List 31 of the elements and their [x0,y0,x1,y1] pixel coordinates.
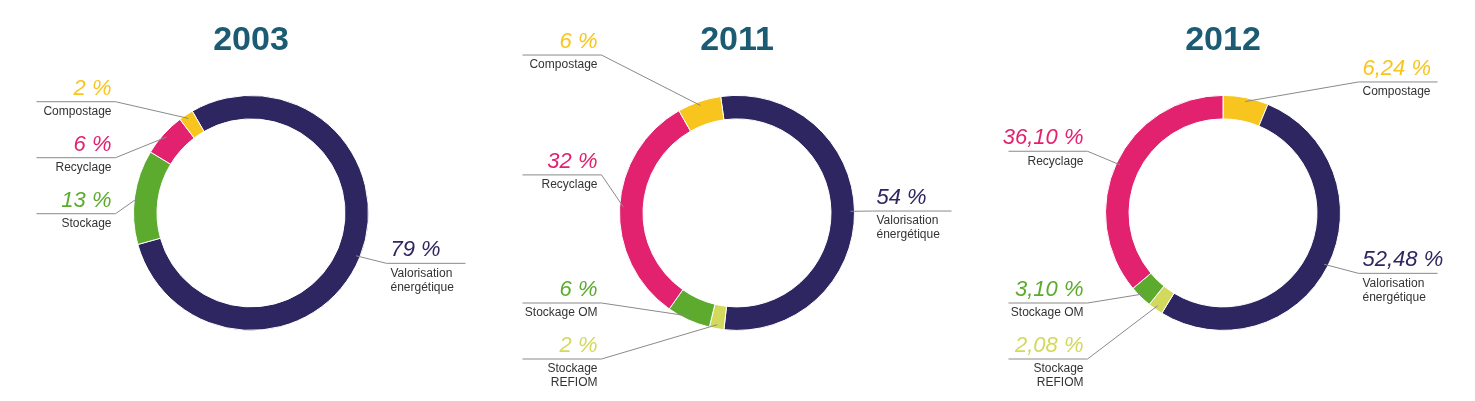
slice-label: Recyclage [541,177,598,192]
slice-label: Stockage REFIOM [547,361,598,390]
data-label: 13 % [61,186,112,212]
data-label: 6,24 % [1362,55,1431,81]
slice-label: Compostage [1362,84,1431,99]
slice-label: Compostage [43,104,112,119]
data-label: 79 % [390,236,441,262]
slice-label: Stockage OM [524,305,598,320]
slice-label: Stockage [61,216,112,231]
slice-label: Recyclage [55,160,112,175]
data-label: 6 % [73,130,112,156]
slice-label: Stockage OM [1010,305,1084,320]
data-label: 32 % [547,148,598,174]
slice-label: Recyclage [1027,153,1084,168]
data-label: 52,48 % [1362,246,1444,272]
data-label: 6 % [559,28,598,54]
chart-title: 2011 [700,18,774,57]
data-label: 2 % [72,74,112,100]
data-label: 2,08 % [1014,332,1084,358]
data-label: 36,10 % [1002,124,1084,150]
chart-title: 2012 [1185,18,1261,57]
data-label: 2 % [558,332,598,358]
slice-label: Valorisation énergétique [876,213,941,242]
slice-label: Compostage [529,57,598,72]
slice-label: Stockage REFIOM [1033,361,1084,390]
data-label: 6 % [559,276,598,302]
data-label: 54 % [876,184,927,210]
slice-label: Valorisation énergétique [390,265,455,294]
chart-title: 2003 [213,18,289,57]
data-label: 3,10 % [1015,276,1084,302]
slice-label: Valorisation énergétique [1362,275,1427,304]
